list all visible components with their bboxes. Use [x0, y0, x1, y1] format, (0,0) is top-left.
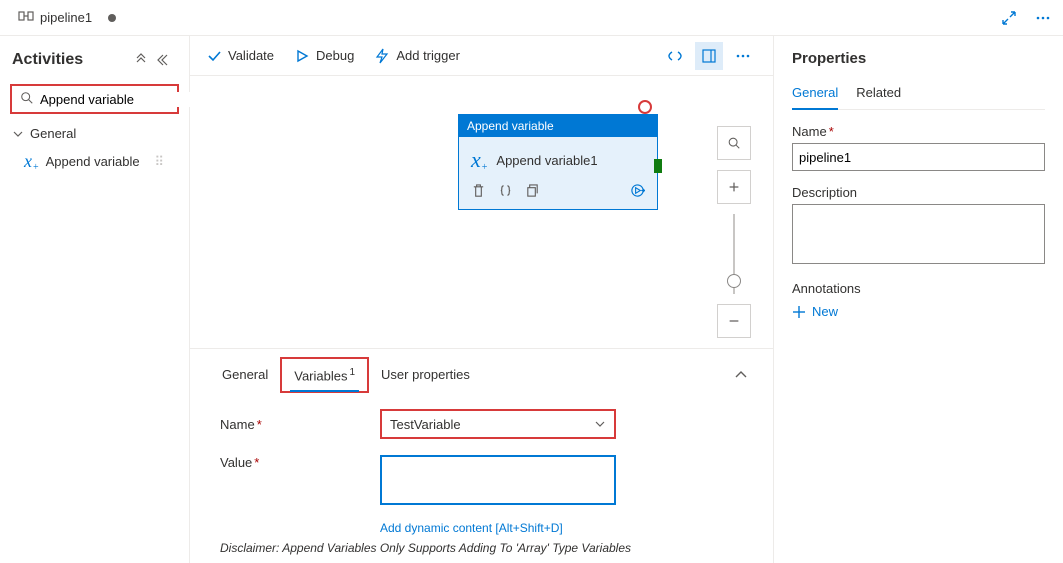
properties-toggle-icon[interactable] [695, 42, 723, 70]
activity-search-box[interactable] [10, 84, 179, 114]
canvas-tools [717, 126, 751, 338]
search-icon [20, 91, 34, 108]
add-dynamic-content-link[interactable]: Add dynamic content [Alt+Shift+D] [380, 521, 743, 535]
tab-general[interactable]: General [210, 359, 280, 390]
name-label: Name* [220, 417, 380, 432]
tab-variables-label: Variables [294, 368, 347, 383]
code-view-icon[interactable] [661, 42, 689, 70]
properties-title: Properties [792, 50, 1045, 67]
props-annotations-label: Annotations [792, 281, 1045, 296]
props-desc-input[interactable] [792, 204, 1045, 264]
pipeline-icon [18, 8, 34, 27]
activities-sidebar: Activities General x Append v [0, 36, 190, 563]
node-run-icon[interactable] [630, 183, 645, 201]
props-tab-general[interactable]: General [792, 79, 838, 110]
xplus-icon: x [471, 147, 486, 173]
props-name-label: Name* [792, 124, 1045, 139]
more-icon[interactable] [1031, 6, 1055, 30]
top-tab-bar: pipeline1 [0, 0, 1063, 36]
props-desc-label: Description [792, 185, 1045, 200]
pipeline-canvas[interactable]: Append variable x Append variable1 [190, 76, 773, 348]
panel-collapse-icon[interactable] [729, 363, 753, 387]
debug-button[interactable]: Debug [294, 48, 354, 64]
pipeline-tab[interactable]: pipeline1 [8, 4, 126, 31]
zoom-in-button[interactable] [717, 170, 751, 204]
unsaved-dot-icon [108, 14, 116, 22]
collapse-all-icon[interactable] [129, 48, 153, 72]
variable-name-select[interactable]: TestVariable [380, 409, 616, 439]
sidebar-collapse-icon[interactable] [153, 48, 177, 72]
activity-item-label: Append variable [46, 154, 140, 169]
tab-general-label: General [222, 367, 268, 382]
debug-label: Debug [316, 48, 354, 63]
section-label: General [30, 126, 76, 141]
validation-marker-icon [638, 100, 652, 114]
variable-name-value: TestVariable [390, 417, 461, 432]
annotations-new-label: New [812, 304, 838, 319]
section-general[interactable]: General [0, 122, 189, 145]
node-type-label: Append variable [459, 115, 657, 137]
tab-variables-count: 1 [349, 367, 355, 378]
tab-variables[interactable]: Variables1 [280, 357, 369, 393]
braces-icon[interactable] [498, 183, 513, 201]
xplus-icon: x [24, 151, 38, 172]
properties-panel: Properties General Related Name* Descrip… [773, 36, 1063, 563]
action-bar: Validate Debug Add trigger [190, 36, 773, 76]
chevron-down-icon [12, 128, 24, 140]
props-tab-related[interactable]: Related [856, 79, 901, 109]
pipeline-tab-label: pipeline1 [40, 10, 92, 25]
zoom-slider-thumb[interactable] [727, 274, 741, 288]
annotations-new-button[interactable]: New [792, 304, 838, 319]
node-output-port[interactable] [654, 159, 662, 173]
zoom-slider[interactable] [733, 214, 735, 294]
sidebar-title: Activities [12, 51, 129, 69]
expand-icon[interactable] [997, 6, 1021, 30]
fit-to-screen-button[interactable] [717, 126, 751, 160]
node-instance-label: Append variable1 [496, 153, 597, 168]
copy-icon[interactable] [525, 183, 540, 201]
add-trigger-label: Add trigger [396, 48, 460, 63]
drag-handle-icon: ⠿ [154, 154, 165, 170]
chevron-down-icon [594, 418, 606, 430]
disclaimer-text: Disclaimer: Append Variables Only Suppor… [220, 541, 743, 555]
value-label: Value* [220, 455, 380, 470]
activity-node-append-variable[interactable]: Append variable x Append variable1 [458, 114, 658, 210]
props-name-input[interactable] [792, 143, 1045, 171]
validate-button[interactable]: Validate [206, 48, 274, 64]
value-input[interactable] [380, 455, 616, 505]
zoom-out-button[interactable] [717, 304, 751, 338]
actionbar-more-icon[interactable] [729, 42, 757, 70]
tab-user-props-label: User properties [381, 367, 470, 382]
add-trigger-button[interactable]: Add trigger [374, 48, 460, 64]
bottom-panel: General Variables1 User properties [190, 348, 773, 563]
tab-user-properties[interactable]: User properties [369, 359, 482, 390]
delete-icon[interactable] [471, 183, 486, 201]
validate-label: Validate [228, 48, 274, 63]
activity-append-variable[interactable]: x Append variable ⠿ [4, 147, 185, 176]
